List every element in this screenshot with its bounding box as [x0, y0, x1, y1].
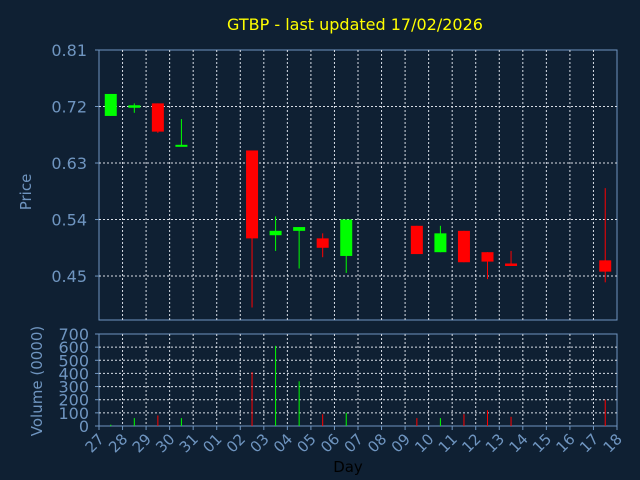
price-tick-label: 0.72 — [51, 98, 87, 117]
candle-body — [175, 144, 188, 147]
candle-body — [505, 263, 518, 266]
candle-body — [599, 260, 612, 272]
price-tick-label: 0.45 — [51, 267, 87, 286]
price-tick-label: 0.63 — [51, 154, 87, 173]
volume-tick-label: 500 — [58, 351, 89, 370]
candle-body — [293, 227, 306, 231]
volume-tick-label: 300 — [58, 378, 89, 397]
price-panel: 0.81 0.72 0.63 0.54 0.45 — [51, 41, 618, 321]
price-tick-label: 0.54 — [51, 211, 87, 230]
price-tick-label: 0.81 — [51, 41, 87, 60]
candle-body — [151, 103, 164, 132]
volume-axis-label: Volume (0000) — [28, 326, 46, 436]
candle-body — [410, 225, 423, 255]
volume-tick-label: 600 — [58, 338, 89, 357]
candle-body — [434, 233, 447, 253]
candle-body — [457, 230, 470, 263]
volume-tick-label: 0 — [79, 417, 89, 436]
volume-tick-label: 400 — [58, 364, 89, 383]
candle-body — [269, 230, 282, 236]
price-axis-label: Price — [17, 174, 35, 211]
candle-body — [340, 219, 353, 256]
candle-body — [104, 93, 117, 116]
volume-tick-label: 200 — [58, 391, 89, 410]
candle-body — [246, 150, 259, 239]
volume-tick-label: 700 — [58, 325, 89, 344]
candle-body — [128, 105, 141, 108]
volume-tick-label: 100 — [58, 404, 89, 423]
candle-body — [481, 252, 494, 262]
x-axis-label: Day — [333, 458, 363, 476]
candle-body — [316, 238, 329, 248]
chart-title: GTBP - last updated 17/02/2026 — [227, 15, 483, 34]
